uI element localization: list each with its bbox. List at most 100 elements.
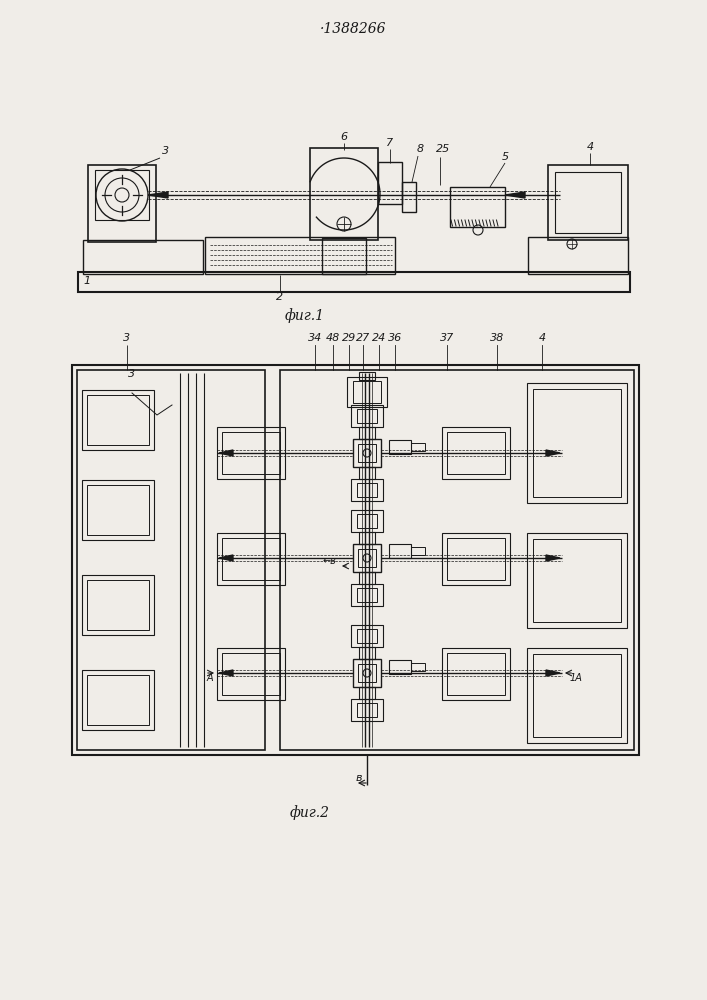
Text: А: А bbox=[207, 673, 214, 683]
Bar bbox=[357, 703, 377, 717]
Bar bbox=[353, 659, 381, 687]
Bar bbox=[347, 377, 387, 407]
Bar bbox=[527, 533, 627, 628]
Text: 1: 1 bbox=[83, 276, 90, 286]
Bar bbox=[411, 443, 425, 451]
Bar bbox=[87, 675, 149, 725]
Bar bbox=[389, 440, 411, 454]
Bar bbox=[447, 653, 505, 695]
Bar bbox=[82, 390, 154, 450]
Text: ·1388266: ·1388266 bbox=[320, 22, 386, 36]
Bar bbox=[82, 480, 154, 540]
Bar bbox=[222, 653, 280, 695]
Text: 2: 2 bbox=[276, 292, 284, 302]
Bar bbox=[87, 580, 149, 630]
Bar bbox=[389, 544, 411, 558]
Polygon shape bbox=[219, 450, 233, 456]
Bar bbox=[72, 365, 639, 755]
Bar bbox=[78, 272, 630, 292]
Bar bbox=[351, 584, 383, 606]
Bar bbox=[217, 427, 285, 479]
Bar bbox=[83, 240, 203, 274]
Polygon shape bbox=[219, 670, 233, 676]
Bar bbox=[442, 427, 510, 479]
Text: в: в bbox=[356, 773, 363, 783]
Text: 34: 34 bbox=[308, 333, 322, 343]
Text: 8: 8 bbox=[417, 144, 424, 154]
Bar bbox=[359, 572, 375, 584]
Text: 38: 38 bbox=[490, 333, 504, 343]
Bar bbox=[533, 539, 621, 622]
Text: фиг.2: фиг.2 bbox=[290, 805, 330, 820]
Bar bbox=[310, 148, 378, 240]
Bar bbox=[77, 370, 265, 750]
Text: 5: 5 bbox=[501, 152, 508, 162]
Bar bbox=[378, 162, 402, 204]
Bar bbox=[447, 432, 505, 474]
Text: 7: 7 bbox=[387, 138, 394, 148]
Bar bbox=[359, 467, 375, 479]
Text: 24: 24 bbox=[372, 333, 386, 343]
Bar bbox=[351, 405, 383, 427]
Text: 3: 3 bbox=[124, 333, 131, 343]
Bar bbox=[411, 547, 425, 555]
Bar bbox=[450, 187, 505, 227]
Bar bbox=[527, 383, 627, 503]
Bar bbox=[357, 514, 377, 528]
Bar bbox=[359, 372, 375, 380]
Bar bbox=[280, 370, 634, 750]
Bar bbox=[351, 699, 383, 721]
Polygon shape bbox=[148, 192, 168, 198]
Text: фиг.1: фиг.1 bbox=[285, 308, 325, 323]
Bar bbox=[555, 172, 621, 233]
Bar bbox=[351, 510, 383, 532]
Bar bbox=[411, 663, 425, 671]
Text: 3: 3 bbox=[163, 146, 170, 156]
Bar bbox=[82, 670, 154, 730]
Bar bbox=[358, 444, 376, 462]
Bar bbox=[82, 575, 154, 635]
Bar bbox=[528, 237, 628, 274]
Bar bbox=[358, 664, 376, 682]
Bar bbox=[359, 687, 375, 699]
Bar bbox=[442, 648, 510, 700]
Text: 6: 6 bbox=[341, 132, 348, 142]
Bar bbox=[217, 648, 285, 700]
Text: 36: 36 bbox=[388, 333, 402, 343]
Bar bbox=[353, 439, 381, 467]
Text: 48: 48 bbox=[326, 333, 340, 343]
Bar bbox=[358, 549, 376, 567]
Bar bbox=[357, 483, 377, 497]
Bar bbox=[359, 532, 375, 544]
Bar bbox=[357, 629, 377, 643]
Bar bbox=[359, 427, 375, 439]
Bar bbox=[87, 485, 149, 535]
Text: 1А: 1А bbox=[570, 673, 583, 683]
Bar bbox=[359, 647, 375, 659]
Bar bbox=[357, 588, 377, 602]
Bar bbox=[442, 533, 510, 585]
Text: 29: 29 bbox=[342, 333, 356, 343]
Bar bbox=[533, 389, 621, 497]
Polygon shape bbox=[219, 555, 233, 561]
Bar bbox=[353, 544, 381, 572]
Text: 3: 3 bbox=[129, 369, 136, 379]
Bar bbox=[205, 237, 395, 274]
Bar bbox=[351, 625, 383, 647]
Polygon shape bbox=[546, 450, 560, 456]
Bar bbox=[353, 381, 381, 403]
Polygon shape bbox=[546, 670, 560, 676]
Bar bbox=[87, 395, 149, 445]
Polygon shape bbox=[505, 192, 525, 198]
Bar bbox=[402, 182, 416, 212]
Text: 4: 4 bbox=[586, 142, 594, 152]
Bar bbox=[389, 660, 411, 674]
Bar bbox=[95, 170, 149, 220]
Polygon shape bbox=[546, 555, 560, 561]
Bar bbox=[533, 654, 621, 737]
Bar bbox=[222, 538, 280, 580]
Text: 4: 4 bbox=[539, 333, 546, 343]
Bar bbox=[357, 409, 377, 423]
Bar bbox=[447, 538, 505, 580]
Text: ←в: ←в bbox=[323, 556, 337, 566]
